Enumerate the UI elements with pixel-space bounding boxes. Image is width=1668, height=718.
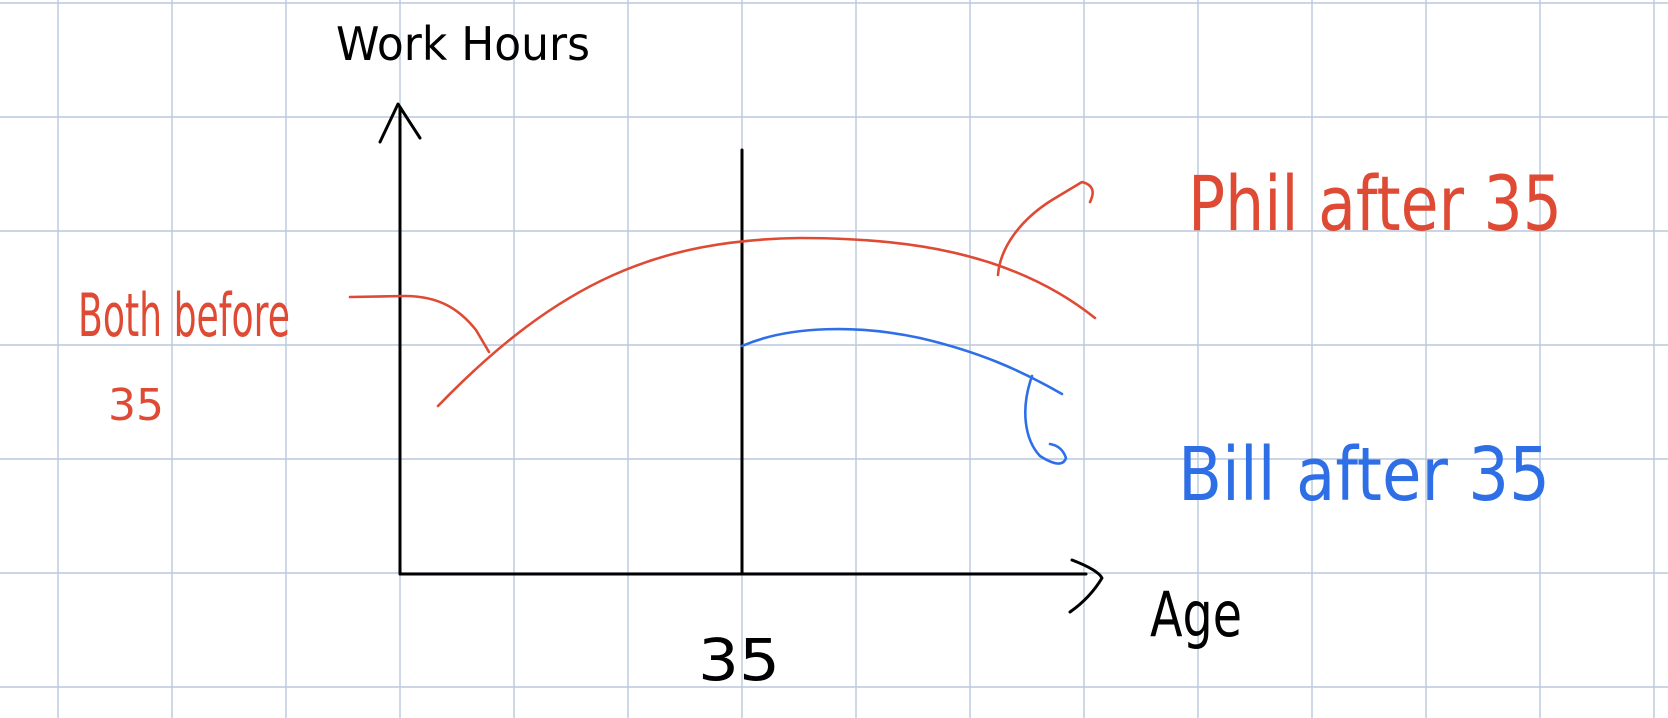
phil-after-label: Phil after 35 xyxy=(1188,159,1562,248)
x-axis-label: Age xyxy=(1150,578,1242,651)
phil-work-hours-curve xyxy=(436,236,1097,408)
both-before-label-line2: 35 xyxy=(108,380,164,431)
bill-after-pointer xyxy=(1024,374,1068,465)
y-axis-label: Work Hours xyxy=(336,17,590,71)
both-before-label-line1: Both before xyxy=(78,281,290,351)
x-axis-arrowhead xyxy=(1068,558,1104,614)
both-before-pointer xyxy=(348,294,491,354)
bill-work-hours-curve xyxy=(740,327,1064,396)
bill-after-label: Bill after 35 xyxy=(1178,432,1550,518)
phil-after-pointer xyxy=(996,180,1094,277)
y-axis-arrowhead xyxy=(378,102,422,144)
x-marker-label: 35 xyxy=(698,626,780,694)
